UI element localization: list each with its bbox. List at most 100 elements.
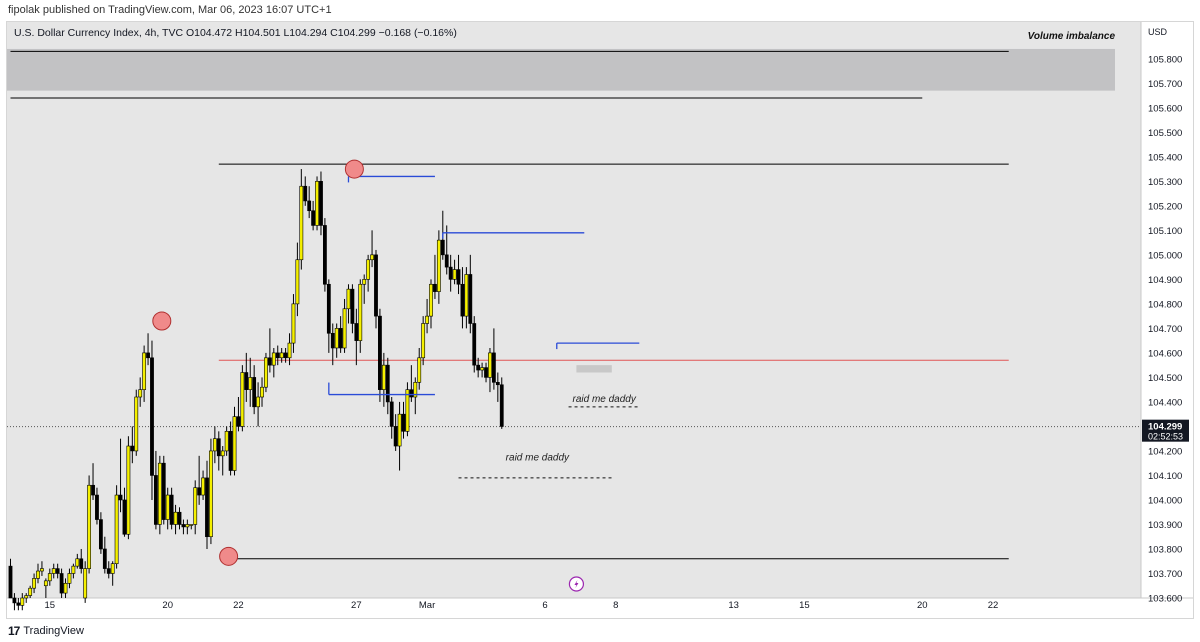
price-axis-tick-label: 105.300 (1148, 177, 1182, 188)
candle-body (295, 259, 300, 305)
candle-body (326, 283, 331, 334)
candle-body (291, 303, 296, 344)
candle-body (95, 494, 99, 520)
candle-body (63, 582, 68, 594)
time-axis-tick-label: 15 (45, 600, 56, 611)
price-axis-tick-label: 104.900 (1148, 275, 1182, 286)
candle-body (468, 274, 473, 324)
last-price-badge (1142, 419, 1189, 442)
price-axis-tick-label: 103.800 (1148, 544, 1182, 555)
time-axis-tick-label: 20 (162, 600, 173, 611)
price-axis-tick-label: 104.000 (1148, 495, 1182, 506)
candle-body (381, 364, 386, 390)
candle-body (433, 283, 437, 292)
price-axis-currency: USD (1148, 27, 1168, 37)
candle-body (161, 462, 166, 520)
candle-body (299, 185, 304, 261)
candle-body (212, 438, 217, 452)
price-axis-tick-label: 105.700 (1148, 79, 1182, 90)
candle-body (98, 519, 103, 550)
candle-body (232, 416, 237, 471)
candle-body (279, 352, 284, 359)
time-axis-tick-label: 20 (917, 600, 928, 611)
candle-body (142, 352, 147, 390)
candle-body (448, 266, 453, 280)
candle-body (118, 494, 123, 501)
candle-body (464, 274, 469, 317)
candle-body (209, 450, 213, 538)
candle-body (51, 568, 56, 574)
time-axis-tick-label: Mar (419, 600, 435, 611)
candle-body (75, 558, 80, 567)
candle-body (20, 597, 25, 606)
candle-body (16, 602, 21, 606)
candle-body (319, 181, 323, 226)
candle-body (322, 225, 327, 285)
candle-body (354, 323, 359, 341)
lightning-glyph (574, 580, 579, 588)
price-axis-tick-label: 105.800 (1148, 54, 1182, 65)
candle-body (130, 445, 135, 452)
swing-marker-circle (219, 546, 239, 566)
candle-body (421, 323, 426, 359)
price-axis-tick-label: 105.500 (1148, 128, 1182, 139)
candle-body (134, 396, 139, 452)
candle-body (197, 487, 202, 496)
candle-body (79, 558, 84, 569)
candle-body (12, 597, 17, 604)
candle-body (264, 357, 268, 388)
candle-body (409, 389, 414, 398)
candle-body (228, 431, 233, 471)
candle-body (267, 357, 272, 366)
candle-body (216, 438, 221, 457)
time-axis-tick-label: 8 (613, 600, 618, 611)
candle-body (181, 524, 186, 528)
candle-body (240, 372, 245, 427)
candle-body (436, 239, 441, 292)
candle-body (154, 475, 158, 525)
candle-body (106, 568, 111, 574)
candle-body (456, 269, 461, 285)
candle-body (165, 494, 170, 520)
candle-body (480, 367, 485, 371)
candle-body (393, 426, 398, 447)
candle-body (488, 352, 492, 378)
candle-body (24, 595, 29, 599)
price-axis-tick-label: 104.100 (1148, 471, 1182, 482)
price-axis-tick-label: 103.600 (1148, 594, 1182, 605)
candle-body (40, 568, 44, 572)
candle-body (236, 416, 241, 427)
candle-body (122, 499, 127, 535)
candle-body (224, 431, 229, 452)
candle-body (205, 477, 209, 538)
candle-body (169, 494, 174, 525)
raid-annotation: raid me daddy (506, 453, 570, 464)
candle-body (366, 259, 371, 280)
price-axis-tick-label: 103.900 (1148, 520, 1182, 531)
candle-body (32, 578, 36, 589)
time-axis-tick-label: 13 (728, 600, 739, 611)
candle-body (201, 477, 205, 496)
candle-body (334, 328, 339, 349)
candle-body (260, 386, 264, 398)
candle-body (444, 254, 449, 268)
candle-body (244, 372, 249, 390)
candle-body (499, 384, 504, 427)
price-axis-tick-label: 105.100 (1148, 226, 1182, 237)
candle-body (87, 484, 92, 569)
candle-body (150, 357, 154, 476)
symbol-header: U.S. Dollar Currency Index, 4h, TVC O104… (14, 27, 457, 39)
time-axis-tick-label: 22 (233, 600, 244, 611)
candle-body (472, 323, 477, 366)
brand-label: TradingView (23, 625, 84, 637)
candle-body (417, 357, 422, 383)
candle-body (374, 254, 378, 317)
swing-marker-circle (152, 311, 172, 331)
volume-imbalance-label: Volume imbalance (1028, 31, 1116, 42)
candle-body (342, 308, 347, 349)
candle-body (67, 573, 72, 584)
candle-body (252, 377, 257, 408)
candle-body (378, 315, 382, 390)
last-price-countdown: 02:52:53 (1148, 432, 1183, 442)
